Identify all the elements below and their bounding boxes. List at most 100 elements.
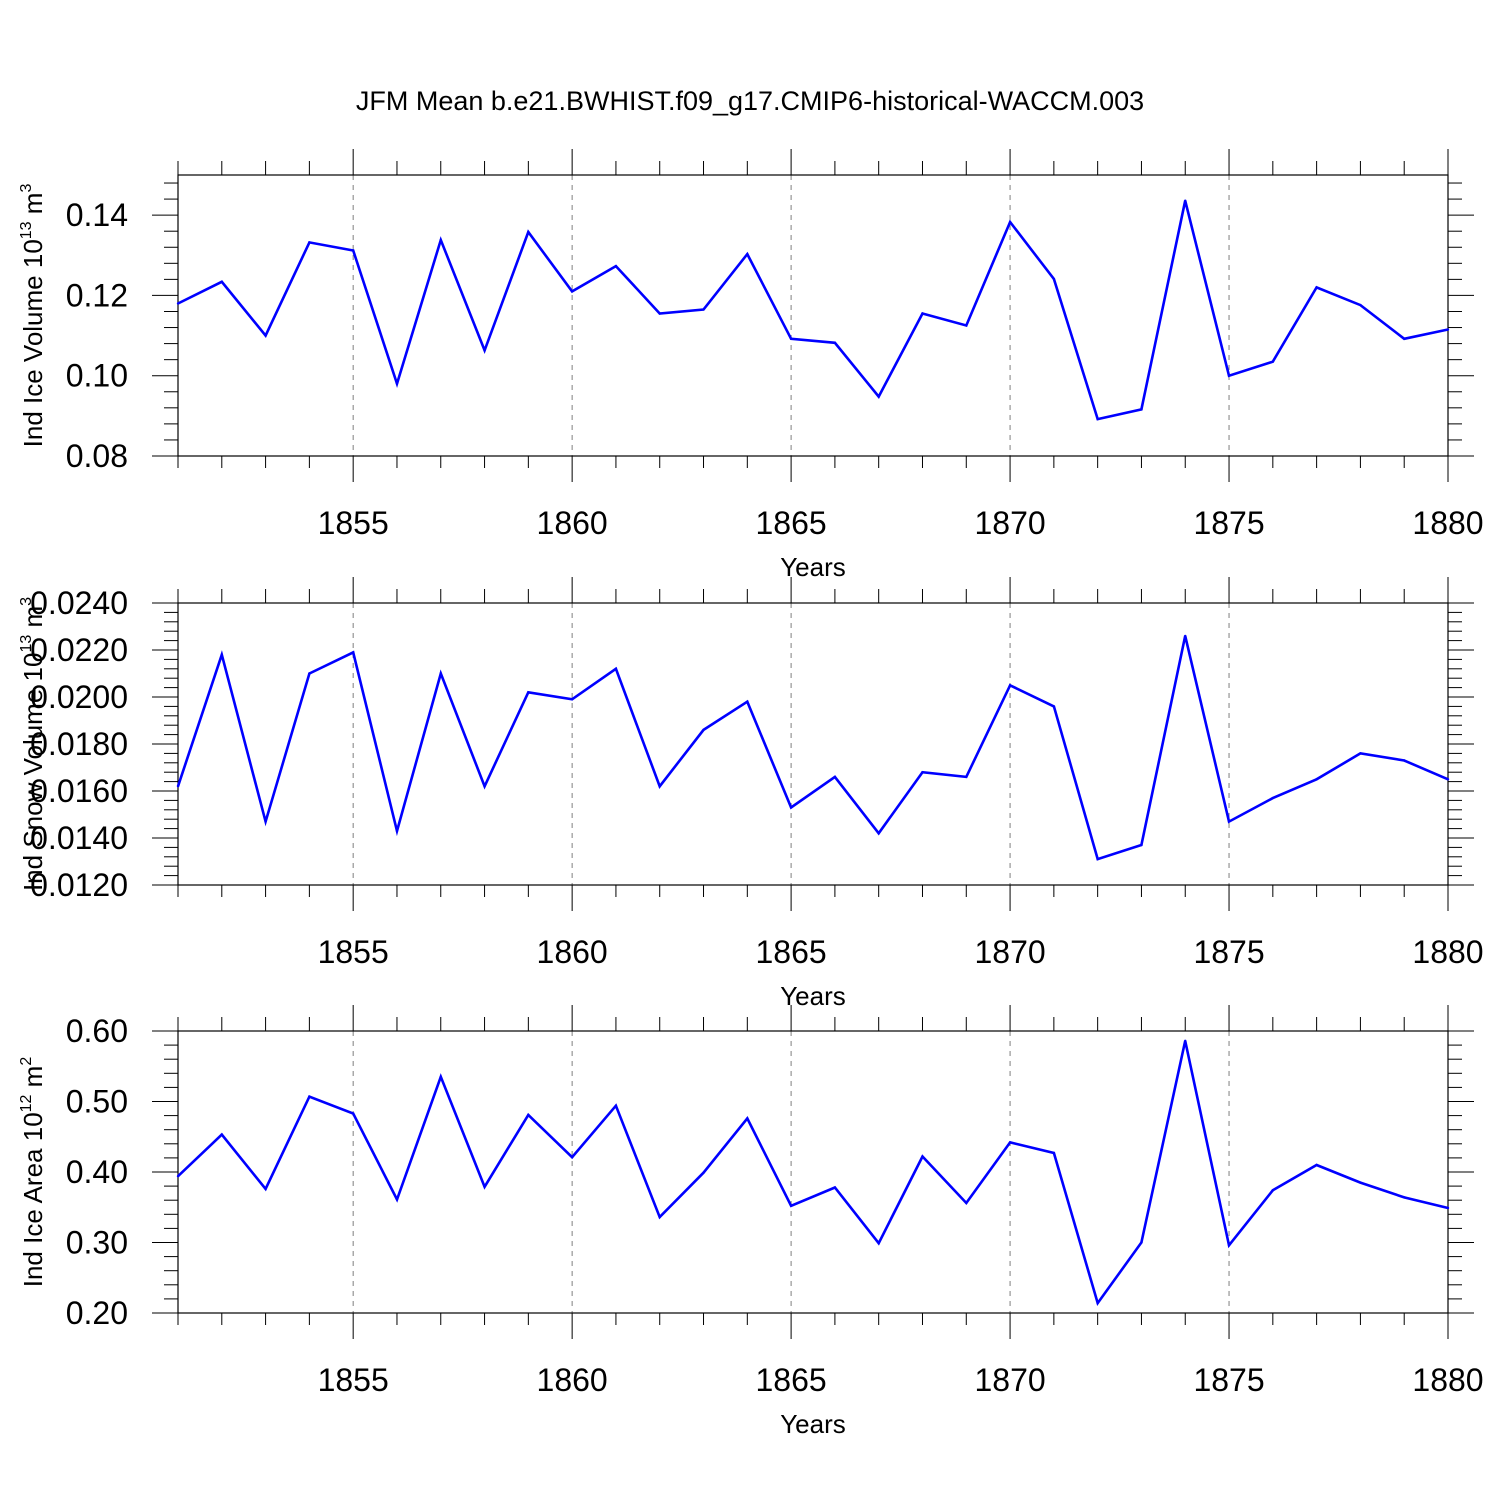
data-point [351, 249, 355, 252]
data-point [614, 667, 618, 670]
data-point [877, 1242, 880, 1245]
x-axis-label: Years [780, 552, 846, 582]
data-point [1008, 684, 1012, 687]
y-tick-label: 0.0240 [30, 585, 128, 621]
data-point [1446, 328, 1450, 331]
data-point [1184, 199, 1187, 202]
data-point [1271, 360, 1275, 363]
data-point [570, 698, 574, 701]
y-axis-label-text: Ind Ice Area 10 [18, 1112, 48, 1287]
panel-2: 0.0120 0.0140 0.0160 0.0180 0.0200 0.0220 0.02… [18, 577, 1484, 1011]
y-axis-label-text: Ind Ice Volume 10 [18, 239, 48, 447]
data-point [439, 1075, 442, 1079]
data-point [1140, 408, 1143, 411]
series-line [176, 635, 1449, 861]
y-axis-label-exponent: 3 [18, 597, 35, 606]
x-tick-label: 1870 [974, 934, 1045, 970]
data-point [220, 280, 223, 283]
data-point [527, 691, 530, 694]
x-tick-label: 1865 [756, 1362, 827, 1398]
y-tick-label: 0.60 [66, 1013, 128, 1049]
x-tick-label: 1870 [974, 1362, 1045, 1398]
data-point [658, 1215, 661, 1219]
data-point [264, 1187, 267, 1191]
y-axis-label-exponent: 2 [18, 1057, 35, 1066]
data-point [1359, 1181, 1362, 1184]
y-axis-label-exponent: 13 [18, 635, 35, 653]
data-point [658, 312, 661, 315]
data-point [570, 1155, 574, 1159]
series-line [177, 1040, 1449, 1307]
data-point [965, 324, 968, 327]
data-point [483, 785, 486, 788]
y-tick-label: 0.10 [66, 358, 128, 394]
data-point [614, 1104, 618, 1107]
data-point [921, 771, 924, 774]
x-tick-label: 1855 [318, 934, 389, 970]
data-point [877, 832, 880, 835]
y-axis-label-text: m [18, 606, 48, 635]
data-point [351, 651, 355, 654]
data-point [746, 700, 749, 703]
data-point [527, 1113, 530, 1117]
y-axis-label-exponent: 12 [18, 1094, 35, 1112]
y-axis-label-text: Ind Snow Volume 10 [18, 653, 48, 892]
data-point [1403, 1196, 1406, 1199]
data-point [395, 382, 399, 385]
data-point [351, 1112, 355, 1115]
data-point [1096, 857, 1099, 861]
x-tick-label: 1860 [537, 505, 608, 541]
x-tick-label: 1875 [1193, 1362, 1264, 1398]
y-axis-label: Ind Ice Area 1012 m2 [18, 1057, 48, 1288]
data-point [833, 341, 837, 344]
data-point [264, 820, 267, 823]
data-point [176, 302, 180, 305]
data-point [395, 829, 399, 833]
x-tick-label: 1860 [537, 1362, 608, 1398]
x-tick-label: 1880 [1412, 1362, 1483, 1398]
data-point [308, 241, 311, 244]
y-tick-label: 0.30 [66, 1225, 128, 1261]
data-point [1359, 752, 1362, 755]
x-tick-label: 1870 [974, 505, 1045, 541]
x-tick-label: 1875 [1193, 505, 1264, 541]
data-point [1227, 374, 1231, 377]
data-point [570, 290, 574, 293]
x-tick-label: 1855 [318, 505, 389, 541]
y-axis-label: Ind Ice Volume 1013 m3 [18, 184, 48, 448]
data-point [789, 1204, 793, 1208]
data-point [921, 312, 924, 315]
data-point [439, 238, 442, 242]
plot-frame [177, 174, 1449, 457]
x-tick-label: 1855 [318, 1362, 389, 1398]
x-tick-label: 1880 [1412, 934, 1483, 970]
data-point [264, 334, 267, 337]
data-point [1315, 286, 1318, 289]
data-point [965, 775, 968, 779]
data-point [702, 308, 705, 311]
data-point [965, 1201, 968, 1205]
data-point [176, 1175, 180, 1178]
data-point [1052, 1151, 1056, 1155]
data-point [1184, 1039, 1187, 1043]
y-axis-label-exponent: 3 [18, 184, 35, 193]
y-axis-label-text: m [18, 193, 48, 222]
data-point [308, 672, 311, 675]
data-point [1446, 778, 1450, 781]
data-point [1140, 1241, 1143, 1244]
chart-title: JFM Mean b.e21.BWHIST.f09_g17.CMIP6-hist… [356, 86, 1144, 116]
data-point [658, 785, 661, 788]
y-tick-label: 0.0140 [30, 820, 128, 856]
data-point [833, 775, 837, 779]
y-tick-label: 0.14 [66, 197, 128, 233]
data-point [1359, 303, 1362, 307]
y-axis-label-text: m [18, 1066, 48, 1095]
data-point [614, 264, 618, 268]
data-point [483, 349, 486, 352]
y-tick-label: 0.20 [66, 1295, 128, 1331]
data-point [395, 1198, 399, 1201]
data-point [1140, 843, 1143, 847]
data-point [1446, 1206, 1450, 1210]
data-point [702, 728, 705, 732]
